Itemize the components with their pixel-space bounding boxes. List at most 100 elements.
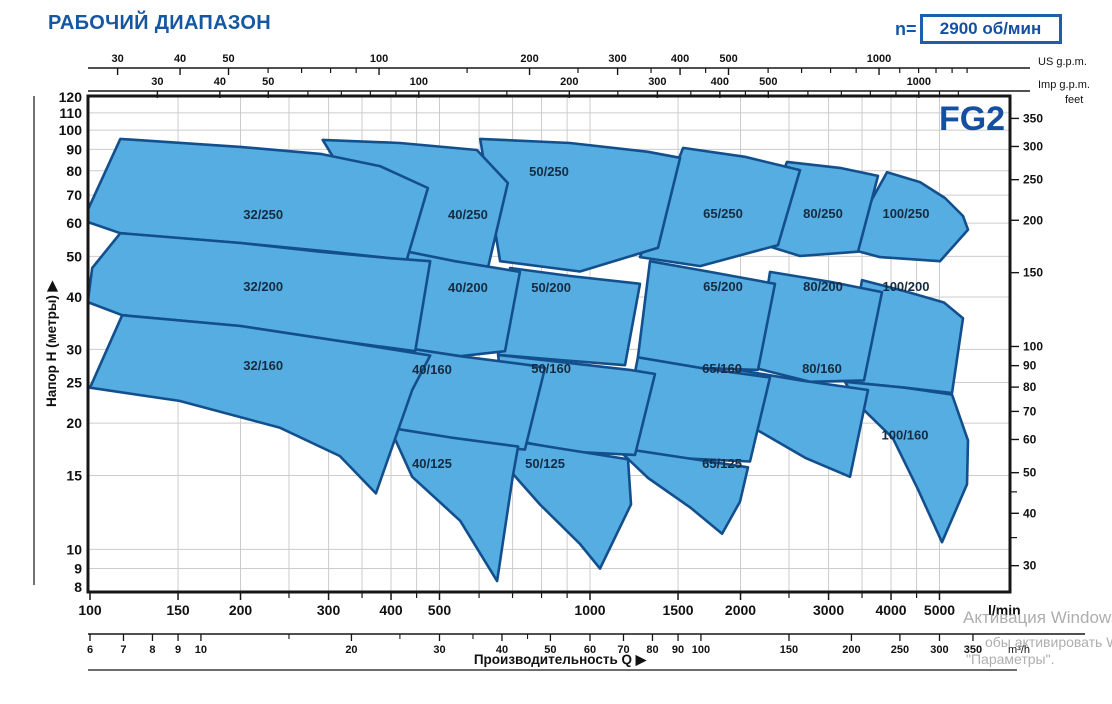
svg-text:500: 500 bbox=[719, 53, 737, 65]
region-50-250 bbox=[478, 137, 682, 273]
svg-text:150: 150 bbox=[1023, 266, 1043, 280]
rpm-value-box: 2900 об/мин bbox=[919, 14, 1062, 44]
region-label-32-250: 32/250 bbox=[243, 207, 283, 222]
svg-text:350: 350 bbox=[1023, 111, 1043, 125]
svg-text:7: 7 bbox=[120, 644, 126, 656]
region-label-65-125: 65/125 bbox=[702, 456, 742, 471]
region-65-125 bbox=[614, 446, 750, 536]
region-label-50-160: 50/160 bbox=[531, 361, 571, 376]
svg-text:500: 500 bbox=[759, 76, 777, 88]
region-32-200 bbox=[88, 231, 432, 353]
region-label-65-250: 65/250 bbox=[703, 206, 743, 221]
region-label-80-160: 80/160 bbox=[802, 361, 842, 376]
svg-text:70: 70 bbox=[66, 187, 82, 203]
svg-text:25: 25 bbox=[66, 375, 82, 391]
axis-m3h: 6 7 8 9 10 20 30 40 50 60 70 80 90 100 150 200 250 300 350… bbox=[87, 633, 1085, 656]
svg-text:50: 50 bbox=[1023, 466, 1037, 480]
svg-text:30: 30 bbox=[111, 53, 123, 65]
svg-text:US g.p.m.: US g.p.m. bbox=[1038, 56, 1087, 68]
region-label-40-200: 40/200 bbox=[448, 280, 488, 295]
region-32-160 bbox=[88, 313, 432, 495]
region-label-65-200: 65/200 bbox=[703, 279, 743, 294]
svg-text:2000: 2000 bbox=[725, 602, 756, 618]
axis-imp-gpm: 30 40 50 100 200 300 400 500 1000 Imp g.p.m. bbox=[88, 76, 1090, 98]
svg-text:50: 50 bbox=[66, 248, 82, 264]
region-label-50-200: 50/200 bbox=[531, 280, 571, 295]
svg-text:200: 200 bbox=[560, 76, 578, 88]
svg-text:250: 250 bbox=[1023, 173, 1043, 187]
svg-text:400: 400 bbox=[671, 53, 689, 65]
region-label-32-200: 32/200 bbox=[243, 279, 283, 294]
svg-text:100: 100 bbox=[370, 53, 388, 65]
region-label-40-125: 40/125 bbox=[412, 456, 452, 471]
region-100-160 bbox=[843, 380, 970, 544]
svg-text:60: 60 bbox=[1023, 432, 1037, 446]
svg-text:1500: 1500 bbox=[662, 602, 693, 618]
svg-text:1000: 1000 bbox=[867, 53, 891, 65]
axis-feet: 350 300 250 200 150 100 90 80 70 60 50 40 30 feet bbox=[1010, 94, 1083, 573]
y-axis-title: Напор H (метры) ▶ bbox=[44, 279, 59, 407]
svg-text:300: 300 bbox=[317, 602, 341, 618]
svg-text:400: 400 bbox=[379, 602, 403, 618]
svg-text:5000: 5000 bbox=[924, 602, 955, 618]
svg-text:3000: 3000 bbox=[813, 602, 844, 618]
region-label-40-160: 40/160 bbox=[412, 362, 452, 377]
svg-text:90: 90 bbox=[66, 141, 82, 157]
svg-text:50: 50 bbox=[222, 53, 234, 65]
svg-text:90: 90 bbox=[1023, 359, 1037, 373]
region-label-65-160: 65/160 bbox=[702, 361, 742, 376]
region-65-250 bbox=[638, 146, 802, 268]
svg-text:100: 100 bbox=[410, 76, 428, 88]
region-label-50-250: 50/250 bbox=[529, 164, 569, 179]
svg-text:1000: 1000 bbox=[574, 602, 605, 618]
svg-text:200: 200 bbox=[229, 602, 253, 618]
svg-text:200: 200 bbox=[520, 53, 538, 65]
svg-text:40: 40 bbox=[214, 76, 226, 88]
svg-text:300: 300 bbox=[608, 53, 626, 65]
region-32-250 bbox=[88, 137, 430, 262]
svg-text:100: 100 bbox=[78, 602, 102, 618]
region-50-200 bbox=[496, 266, 642, 367]
svg-text:10: 10 bbox=[195, 644, 207, 656]
svg-text:20: 20 bbox=[345, 644, 357, 656]
svg-text:40: 40 bbox=[1023, 506, 1037, 520]
svg-text:40: 40 bbox=[496, 644, 508, 656]
svg-text:100: 100 bbox=[1023, 339, 1043, 353]
svg-text:300: 300 bbox=[1023, 139, 1043, 153]
svg-text:150: 150 bbox=[166, 602, 190, 618]
svg-text:120: 120 bbox=[59, 89, 83, 105]
svg-text:200: 200 bbox=[842, 644, 860, 656]
region-40-125 bbox=[388, 426, 520, 583]
svg-text:30: 30 bbox=[66, 341, 82, 357]
svg-text:60: 60 bbox=[584, 644, 596, 656]
region-label-100-250: 100/250 bbox=[882, 206, 929, 221]
svg-text:80: 80 bbox=[646, 644, 658, 656]
svg-text:10: 10 bbox=[66, 541, 82, 557]
region-label-100-160: 100/160 bbox=[882, 427, 929, 442]
svg-text:200: 200 bbox=[1023, 213, 1043, 227]
svg-text:80: 80 bbox=[1023, 380, 1037, 394]
svg-text:m³/h: m³/h bbox=[1008, 644, 1030, 656]
svg-text:30: 30 bbox=[1023, 559, 1037, 573]
svg-text:100: 100 bbox=[59, 122, 83, 138]
page-title: РАБОЧИЙ ДИАПАЗОН bbox=[48, 12, 272, 34]
region-labels: 100/250 100/200 100/160 80/250 80/200 80/160 6… bbox=[243, 164, 929, 471]
pump-regions bbox=[88, 137, 970, 583]
svg-text:400: 400 bbox=[711, 76, 729, 88]
svg-text:9: 9 bbox=[74, 561, 82, 577]
svg-text:6: 6 bbox=[87, 644, 93, 656]
region-label-80-250: 80/250 bbox=[803, 206, 843, 221]
svg-text:20: 20 bbox=[66, 415, 82, 431]
rpm-prefix-label: n= bbox=[895, 18, 917, 39]
rpm-indicator: n= 2900 об/мин bbox=[895, 14, 1062, 44]
model-badge: FG2 bbox=[939, 100, 1005, 138]
svg-text:Imp g.p.m.: Imp g.p.m. bbox=[1038, 79, 1090, 91]
region-50-125 bbox=[496, 437, 633, 570]
svg-text:50: 50 bbox=[262, 76, 274, 88]
svg-text:8: 8 bbox=[149, 644, 155, 656]
x-axis-title: Производительность Q ▶ bbox=[474, 652, 648, 667]
svg-text:300: 300 bbox=[930, 644, 948, 656]
svg-text:500: 500 bbox=[428, 602, 452, 618]
